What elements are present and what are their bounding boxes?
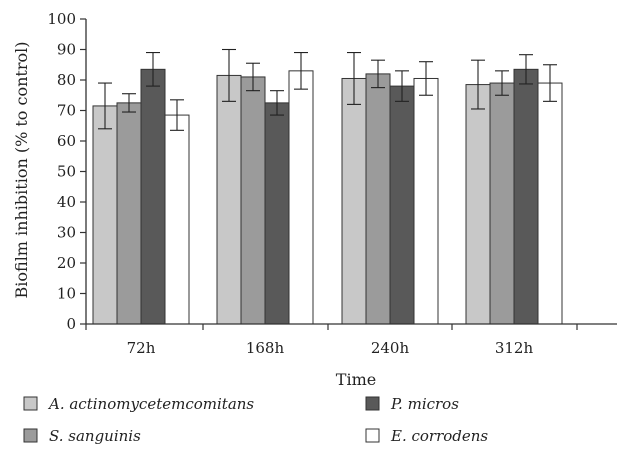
bar-168h-1 <box>216 74 242 325</box>
y-tick-label-20: 20 <box>57 254 76 272</box>
legend: A. actinomycetemcomitans S. sanguinis P. m… <box>23 395 488 445</box>
bar-240h-3 <box>389 85 415 325</box>
legend-item-2: S. sanguinis <box>23 427 141 445</box>
legend-label-2: S. sanguinis <box>49 427 141 445</box>
x-tick-label-240h: 240h <box>371 339 410 357</box>
bar-168h-4 <box>288 70 314 325</box>
y-axis-title: Biofilm inhibition (% to control) <box>12 42 31 299</box>
legend-label-4: E. corrodens <box>390 427 488 445</box>
bar-168h-2 <box>240 76 266 325</box>
y-tick-label-0: 0 <box>66 315 76 333</box>
ticks-group: 0 10 20 30 40 50 60 70 80 90 100 72h 168h 240h 312h <box>47 10 578 357</box>
bar-240h-2 <box>365 73 391 325</box>
y-tick-label-40: 40 <box>57 193 76 211</box>
bar-240h-1 <box>341 77 367 325</box>
bar-312h-1 <box>465 84 491 325</box>
bar-72h-4 <box>164 114 190 325</box>
bar-240h-4 <box>413 77 439 325</box>
y-tick-label-80: 80 <box>57 71 76 89</box>
legend-swatch-4 <box>365 428 380 443</box>
legend-swatch-1 <box>23 396 38 411</box>
legend-swatch-3 <box>365 396 380 411</box>
legend-label-3: P. micros <box>390 395 459 413</box>
y-tick-label-10: 10 <box>57 285 76 303</box>
y-tick-label-50: 50 <box>57 163 76 181</box>
x-tick-label-312h: 312h <box>495 339 534 357</box>
x-axis-title: Time <box>336 370 376 389</box>
bar-72h-3 <box>140 68 166 325</box>
y-tick-label-100: 100 <box>47 10 76 28</box>
y-tick-label-90: 90 <box>57 41 76 59</box>
bar-72h-1 <box>92 105 118 325</box>
bar-312h-4 <box>537 82 563 325</box>
bar-72h-2 <box>116 102 142 325</box>
bar-168h-3 <box>264 102 290 325</box>
x-tick-label-72h: 72h <box>127 339 156 357</box>
bars-group <box>92 68 563 325</box>
bar-312h-2 <box>489 82 515 325</box>
y-tick-label-30: 30 <box>57 224 76 242</box>
bar-312h-3 <box>513 68 539 325</box>
y-tick-label-60: 60 <box>57 132 76 150</box>
legend-item-1: A. actinomycetemcomitans <box>23 395 254 413</box>
legend-swatch-2 <box>23 428 38 443</box>
legend-item-3: P. micros <box>365 395 459 413</box>
x-tick-label-168h: 168h <box>246 339 285 357</box>
error-bars-group <box>98 48 557 131</box>
legend-item-4: E. corrodens <box>365 427 488 445</box>
y-tick-label-70: 70 <box>57 102 76 120</box>
legend-label-1: A. actinomycetemcomitans <box>47 395 254 413</box>
